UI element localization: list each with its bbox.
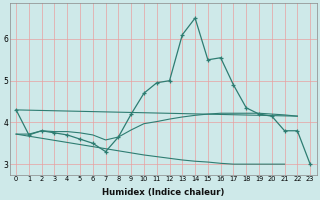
X-axis label: Humidex (Indice chaleur): Humidex (Indice chaleur) bbox=[102, 188, 224, 197]
